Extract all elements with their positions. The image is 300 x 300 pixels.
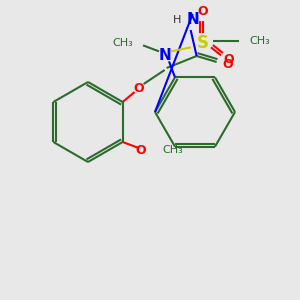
Text: S: S (197, 34, 209, 52)
Text: O: O (198, 5, 208, 18)
Text: CH₃: CH₃ (112, 38, 133, 48)
Text: N: N (159, 48, 171, 63)
Text: CH₃: CH₃ (163, 145, 183, 155)
Text: O: O (223, 58, 233, 70)
Text: N: N (186, 13, 199, 28)
Text: O: O (224, 53, 234, 66)
Text: CH₃: CH₃ (249, 36, 270, 46)
Text: O: O (133, 82, 144, 94)
Text: O: O (135, 143, 146, 157)
Text: H: H (172, 15, 181, 25)
